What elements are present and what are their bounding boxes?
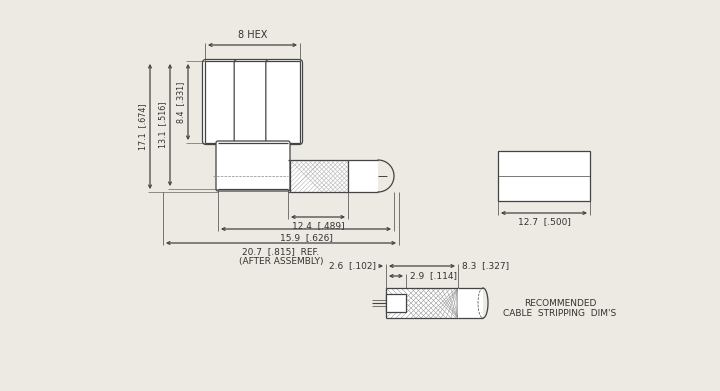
Bar [498,151,590,201]
Text: 12.4  [.489]: 12.4 [.489] [292,221,344,230]
FancyBboxPatch shape [202,59,239,145]
FancyBboxPatch shape [234,59,271,145]
Text: 8 HEX: 8 HEX [238,30,267,40]
Text: 12.7  [.500]: 12.7 [.500] [518,217,570,226]
Text: 15.9  [.626]: 15.9 [.626] [279,233,333,242]
Text: RECOMMENDED: RECOMMENDED [524,298,596,307]
Text: (AFTER ASSEMBLY): (AFTER ASSEMBLY) [239,257,323,266]
FancyBboxPatch shape [216,141,290,191]
Bar [288,160,378,192]
Text: 8.4  [.331]: 8.4 [.331] [176,81,185,123]
Text: CABLE  STRIPPING  DIM'S: CABLE STRIPPING DIM'S [503,308,616,317]
FancyBboxPatch shape [266,59,302,145]
Text: 13.1  [.516]: 13.1 [.516] [158,102,167,148]
Text: 8.3  [.327]: 8.3 [.327] [462,262,509,271]
Bar [386,294,406,312]
Text: 20.7  [.815]  REF.: 20.7 [.815] REF. [243,247,320,256]
Bar [386,288,458,318]
Text: 2.9  [.114]: 2.9 [.114] [410,271,457,280]
Text: 17.1  [.674]: 17.1 [.674] [138,103,147,150]
Text: 2.6  [.102]: 2.6 [.102] [329,262,376,271]
Bar [290,160,348,192]
Bar [458,288,483,318]
